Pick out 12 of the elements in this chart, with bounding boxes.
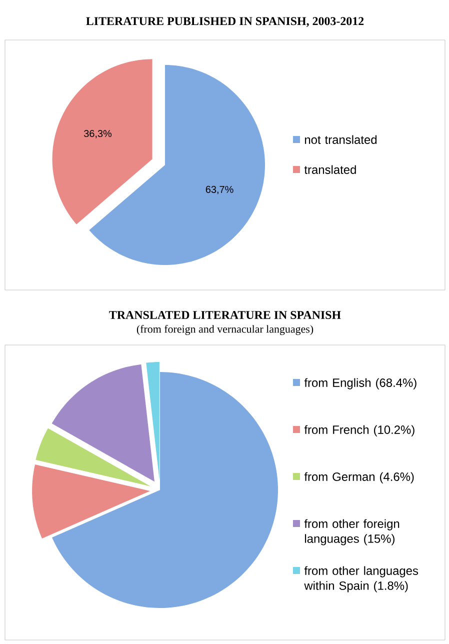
chart-subtitle: (from foreign and vernacular languages) xyxy=(136,324,314,336)
legend-label: from French (10.2%) xyxy=(304,425,414,436)
legend-label: from German (4.6%) xyxy=(304,472,414,484)
chart-title: TRANSLATED LITERATURE IN SPANISH xyxy=(109,310,341,320)
data-label: 36,3% xyxy=(84,130,112,138)
legend-label: from other languages within Spain (1.8%) xyxy=(304,566,418,592)
legend-label: from other foreign languages (15%) xyxy=(304,519,400,546)
chart-title: LITERATURE PUBLISHED IN SPANISH, 2003-2012 xyxy=(86,17,364,27)
legend-label: translated xyxy=(304,165,356,174)
data-label: 63,7% xyxy=(206,186,234,194)
legend-label: not translated xyxy=(304,135,377,144)
legend-label: from English (68.4%) xyxy=(304,378,416,390)
